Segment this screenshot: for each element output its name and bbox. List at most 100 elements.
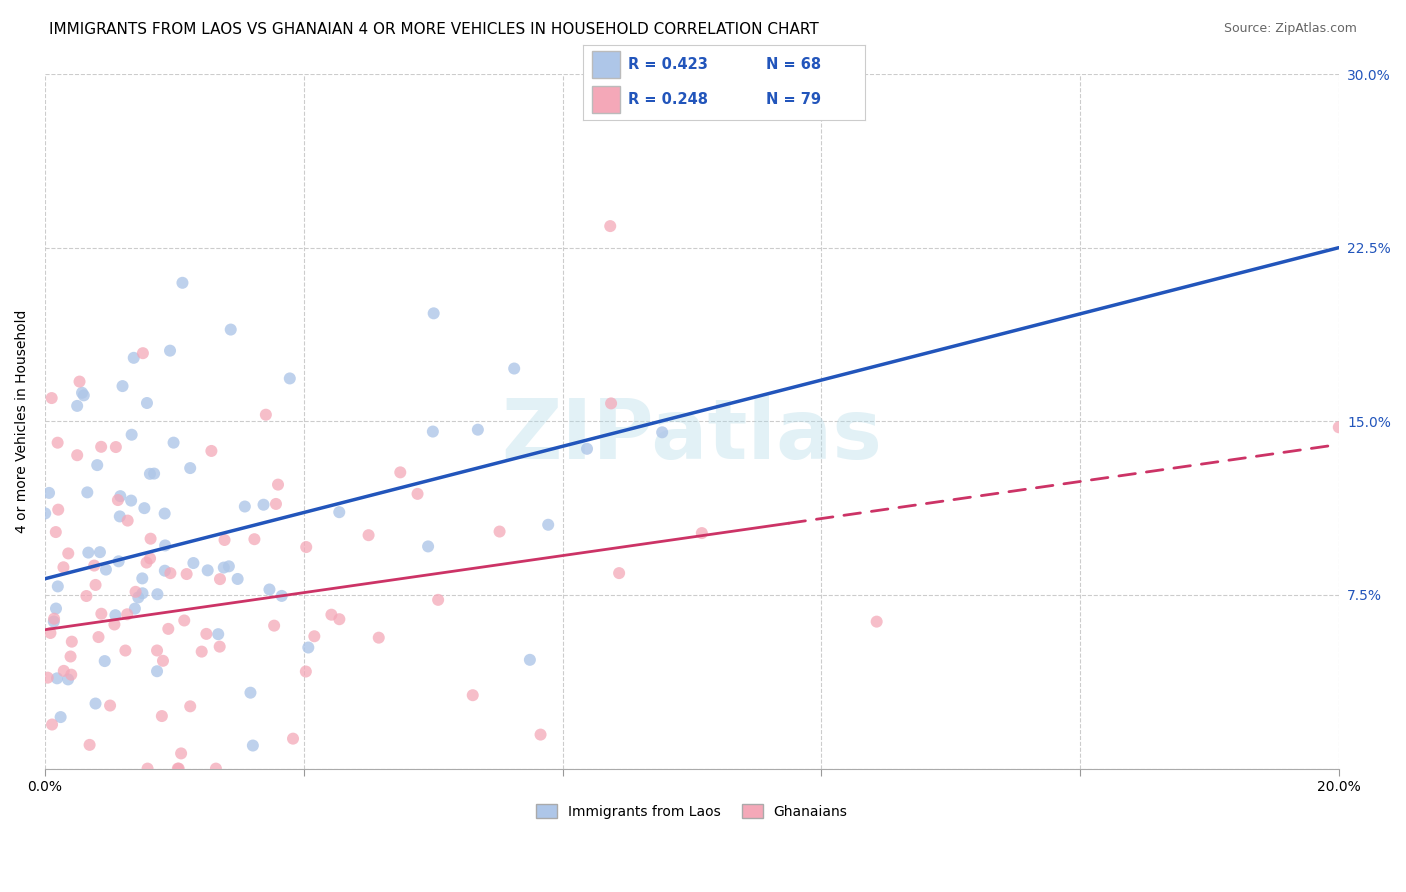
Point	[389, 466, 412, 480]
Point	[127, 591, 149, 605]
Point	[488, 524, 510, 539]
Point	[467, 423, 489, 437]
Point	[111, 379, 134, 393]
Point	[422, 425, 444, 439]
Point	[117, 514, 139, 528]
Point	[107, 493, 129, 508]
Point	[38, 486, 60, 500]
Point	[134, 501, 156, 516]
Point	[599, 219, 621, 233]
Point	[416, 540, 439, 554]
Point	[427, 592, 450, 607]
Point	[278, 371, 301, 385]
Point	[41, 717, 63, 731]
Point	[146, 587, 169, 601]
Point	[190, 645, 212, 659]
Point	[46, 579, 69, 593]
Point	[115, 607, 138, 622]
Point	[153, 564, 176, 578]
Point	[214, 533, 236, 547]
Point	[66, 399, 89, 413]
Point	[200, 444, 222, 458]
Point	[58, 546, 80, 560]
Point	[218, 559, 240, 574]
Point	[121, 427, 143, 442]
Point	[84, 697, 107, 711]
Point	[304, 629, 326, 643]
Point	[208, 572, 231, 586]
Point	[37, 671, 59, 685]
Point	[503, 361, 526, 376]
Point	[132, 346, 155, 360]
Point	[172, 276, 194, 290]
Text: N = 68: N = 68	[766, 57, 821, 72]
Point	[195, 627, 218, 641]
Point	[1327, 420, 1350, 434]
Point	[328, 612, 350, 626]
Point	[110, 489, 132, 503]
Point	[108, 509, 131, 524]
Point	[162, 435, 184, 450]
Text: N = 79: N = 79	[766, 92, 821, 107]
Point	[239, 686, 262, 700]
Point	[46, 671, 69, 685]
Point	[422, 306, 444, 320]
Point	[139, 467, 162, 481]
Point	[131, 586, 153, 600]
Point	[146, 665, 169, 679]
Point	[93, 654, 115, 668]
Y-axis label: 4 or more Vehicles in Household: 4 or more Vehicles in Household	[15, 310, 30, 533]
Text: R = 0.423: R = 0.423	[628, 57, 709, 72]
Point	[264, 497, 287, 511]
Point	[60, 634, 83, 648]
Point	[56, 673, 79, 687]
Point	[159, 343, 181, 358]
Point	[124, 601, 146, 615]
Point	[321, 607, 343, 622]
Point	[122, 351, 145, 365]
Point	[104, 440, 127, 454]
Point	[267, 477, 290, 491]
Point	[252, 498, 274, 512]
Point	[131, 571, 153, 585]
Point	[73, 388, 96, 402]
Point	[86, 458, 108, 472]
Point	[651, 425, 673, 440]
Point	[52, 560, 75, 574]
Text: Source: ZipAtlas.com: Source: ZipAtlas.com	[1223, 22, 1357, 36]
Point	[173, 614, 195, 628]
Point	[183, 556, 205, 570]
Point	[135, 556, 157, 570]
Point	[157, 622, 180, 636]
Point	[179, 461, 201, 475]
Point	[295, 665, 318, 679]
Point	[70, 385, 93, 400]
Point	[45, 601, 67, 615]
Point	[75, 589, 97, 603]
Point	[103, 617, 125, 632]
Point	[242, 739, 264, 753]
Point	[42, 615, 65, 629]
Point	[263, 618, 285, 632]
Point	[52, 664, 75, 678]
Point	[243, 532, 266, 546]
Point	[212, 560, 235, 574]
Point	[90, 607, 112, 621]
Point	[136, 762, 159, 776]
Point	[94, 563, 117, 577]
Point	[219, 322, 242, 336]
Point	[60, 667, 83, 681]
Point	[461, 688, 484, 702]
Point	[205, 762, 228, 776]
Point	[170, 747, 193, 761]
Point	[233, 500, 256, 514]
Point	[295, 540, 318, 554]
Point	[89, 545, 111, 559]
Point	[139, 532, 162, 546]
Point	[146, 643, 169, 657]
Point	[104, 608, 127, 623]
Point	[259, 582, 281, 597]
Point	[34, 507, 56, 521]
Point	[519, 653, 541, 667]
Point	[607, 566, 630, 580]
